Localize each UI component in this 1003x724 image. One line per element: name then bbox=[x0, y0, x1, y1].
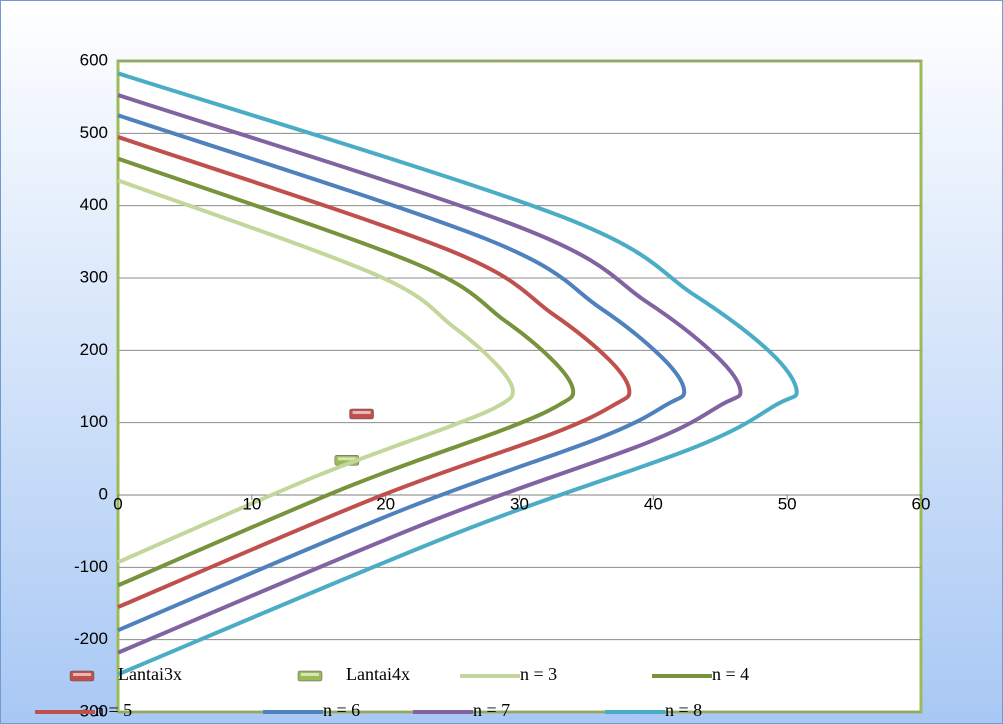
series-line bbox=[117, 178, 515, 565]
y-tick-label: 0 bbox=[99, 484, 108, 503]
marker-shine bbox=[337, 457, 356, 461]
x-tick-label: 10 bbox=[242, 494, 261, 513]
legend-label: n = 7 bbox=[473, 700, 510, 720]
series-line bbox=[117, 135, 632, 609]
marker bbox=[297, 670, 323, 682]
y-tick-label: -200 bbox=[74, 629, 108, 648]
x-tick-label: 20 bbox=[376, 494, 395, 513]
marker-shine bbox=[301, 673, 319, 676]
y-tick-label: 400 bbox=[80, 195, 108, 214]
y-tick-label: 200 bbox=[80, 340, 108, 359]
marker bbox=[349, 408, 374, 420]
plot-area bbox=[116, 59, 923, 714]
legend-label: n = 3 bbox=[520, 664, 557, 684]
x-tick-label: 60 bbox=[912, 494, 931, 513]
y-tick-label: 500 bbox=[80, 123, 108, 142]
legend-label: n = 5 bbox=[95, 700, 132, 720]
marker-shine bbox=[352, 410, 371, 414]
x-tick-label: 40 bbox=[644, 494, 663, 513]
marker bbox=[69, 670, 95, 682]
series-line bbox=[117, 113, 687, 633]
legend-label: Lantai3x bbox=[118, 664, 182, 684]
legend-label: n = 8 bbox=[665, 700, 702, 720]
legend-label: n = 4 bbox=[712, 664, 749, 684]
legend-label: n = 6 bbox=[323, 700, 360, 720]
y-tick-label: -100 bbox=[74, 557, 108, 576]
x-tick-label: 50 bbox=[778, 494, 797, 513]
y-tick-label: 100 bbox=[80, 412, 108, 431]
y-tick-label: 300 bbox=[80, 267, 108, 286]
x-tick-label: 30 bbox=[510, 494, 529, 513]
series-line bbox=[117, 156, 576, 588]
series-line bbox=[117, 93, 743, 655]
x-tick-label: 0 bbox=[113, 494, 122, 513]
y-tick-label: 600 bbox=[80, 50, 108, 69]
series-line bbox=[117, 71, 799, 677]
legend-label: Lantai4x bbox=[346, 664, 410, 684]
marker-shine bbox=[73, 673, 91, 676]
